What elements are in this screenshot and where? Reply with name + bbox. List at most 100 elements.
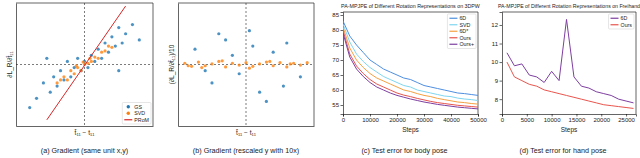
axis-line xyxy=(503,115,637,117)
point xyxy=(244,61,247,64)
tick-mark xyxy=(341,45,344,46)
axis: 0500010000150002000025000 xyxy=(501,114,637,123)
legend-item: GS xyxy=(127,104,143,110)
legend-label: SVD xyxy=(134,110,145,116)
point xyxy=(103,49,106,52)
legend-swatch xyxy=(127,105,130,108)
panel: t̂₁₁ − t₁₁(∂L_R/∂t̂₁₁)/10(b) Gradient (r… xyxy=(168,3,315,155)
point xyxy=(73,72,76,75)
tick-label: 9 xyxy=(495,78,499,84)
tick-label: 10000 xyxy=(544,117,561,123)
plot-area xyxy=(183,29,309,103)
point xyxy=(86,66,89,69)
tick-label: 0 xyxy=(342,117,346,123)
point xyxy=(131,23,134,26)
axis xyxy=(17,126,154,128)
legend-swatch xyxy=(127,112,130,115)
point xyxy=(251,65,254,68)
point xyxy=(66,60,69,63)
tick-mark xyxy=(451,114,452,117)
tick: 9 xyxy=(495,78,502,84)
point xyxy=(114,44,117,47)
point xyxy=(217,32,220,35)
tick-label: 60 xyxy=(332,87,339,93)
tick: 70 xyxy=(332,57,343,63)
tick: 0 xyxy=(501,114,505,123)
grid xyxy=(178,3,314,126)
point xyxy=(35,97,38,100)
tick: 75 xyxy=(332,42,343,48)
figure: t̂₁₁ − t₁₁∂L_R/∂t̂₁₁(a) Gradient (same u… xyxy=(0,0,640,158)
point xyxy=(28,106,31,109)
legend-label: 6D xyxy=(621,15,628,21)
tick-label: 0 xyxy=(501,117,505,123)
legend-item: Ours xyxy=(449,35,471,41)
tick-mark xyxy=(500,25,503,26)
tick-label: 11 xyxy=(492,41,499,47)
frame xyxy=(636,12,637,114)
legend-item: 6D xyxy=(449,15,466,21)
point xyxy=(107,51,110,54)
frame xyxy=(478,12,479,114)
legend-box xyxy=(122,103,151,125)
tick-label: 80 xyxy=(332,27,339,33)
tick-mark xyxy=(500,81,503,82)
tick: 85 xyxy=(332,12,343,18)
tick-label: 50000 xyxy=(470,117,487,123)
point xyxy=(251,44,254,47)
tick: 40000 xyxy=(443,114,460,123)
point xyxy=(183,62,186,65)
point xyxy=(45,57,48,60)
legend-label: PRoM xyxy=(134,117,149,123)
tick-mark xyxy=(478,114,479,117)
tick-label: 10 xyxy=(491,59,498,65)
point xyxy=(69,75,72,78)
point xyxy=(75,64,78,67)
caption: (c) Test error for body pose xyxy=(361,146,447,155)
tick-label: 20000 xyxy=(593,117,610,123)
point xyxy=(62,78,65,81)
tick: 11 xyxy=(492,41,502,47)
point xyxy=(56,84,59,87)
tick-mark xyxy=(527,114,528,117)
point xyxy=(238,72,241,75)
point xyxy=(217,60,220,63)
legend-swatch xyxy=(449,18,457,19)
tick: 50000 xyxy=(470,114,487,123)
point xyxy=(285,41,288,44)
point xyxy=(82,60,85,63)
plot-area xyxy=(507,19,634,108)
point xyxy=(59,78,62,81)
point xyxy=(258,91,261,94)
tick-label: 12 xyxy=(491,22,498,28)
point xyxy=(52,75,55,78)
point xyxy=(93,56,96,59)
tick-mark xyxy=(424,114,425,117)
tick: 8 xyxy=(495,97,502,103)
tick: 15000 xyxy=(569,114,586,123)
axis xyxy=(16,4,18,127)
point xyxy=(210,81,213,84)
tick-label: 30000 xyxy=(416,117,433,123)
point xyxy=(76,57,79,60)
legend-swatch xyxy=(611,18,619,19)
point xyxy=(69,69,72,72)
caption: (b) Gradient (rescaled y with 10x) xyxy=(193,146,299,155)
tick-label: 75 xyxy=(332,42,339,48)
legend-label: 6D xyxy=(459,15,466,21)
point xyxy=(268,60,271,63)
tick-mark xyxy=(601,114,602,117)
legend: GSSVDPRoM xyxy=(122,103,151,125)
point xyxy=(299,75,302,78)
legend-swatch xyxy=(449,44,457,45)
legend-swatch xyxy=(611,24,619,25)
legend-box xyxy=(447,14,476,49)
axis-line xyxy=(16,4,17,127)
tick-label: 55 xyxy=(332,102,339,108)
point xyxy=(224,38,227,41)
tick: 80 xyxy=(332,27,343,33)
tick-mark xyxy=(341,75,344,76)
tick-mark xyxy=(370,114,371,117)
tick-label: 20000 xyxy=(389,117,406,123)
point xyxy=(204,69,207,72)
